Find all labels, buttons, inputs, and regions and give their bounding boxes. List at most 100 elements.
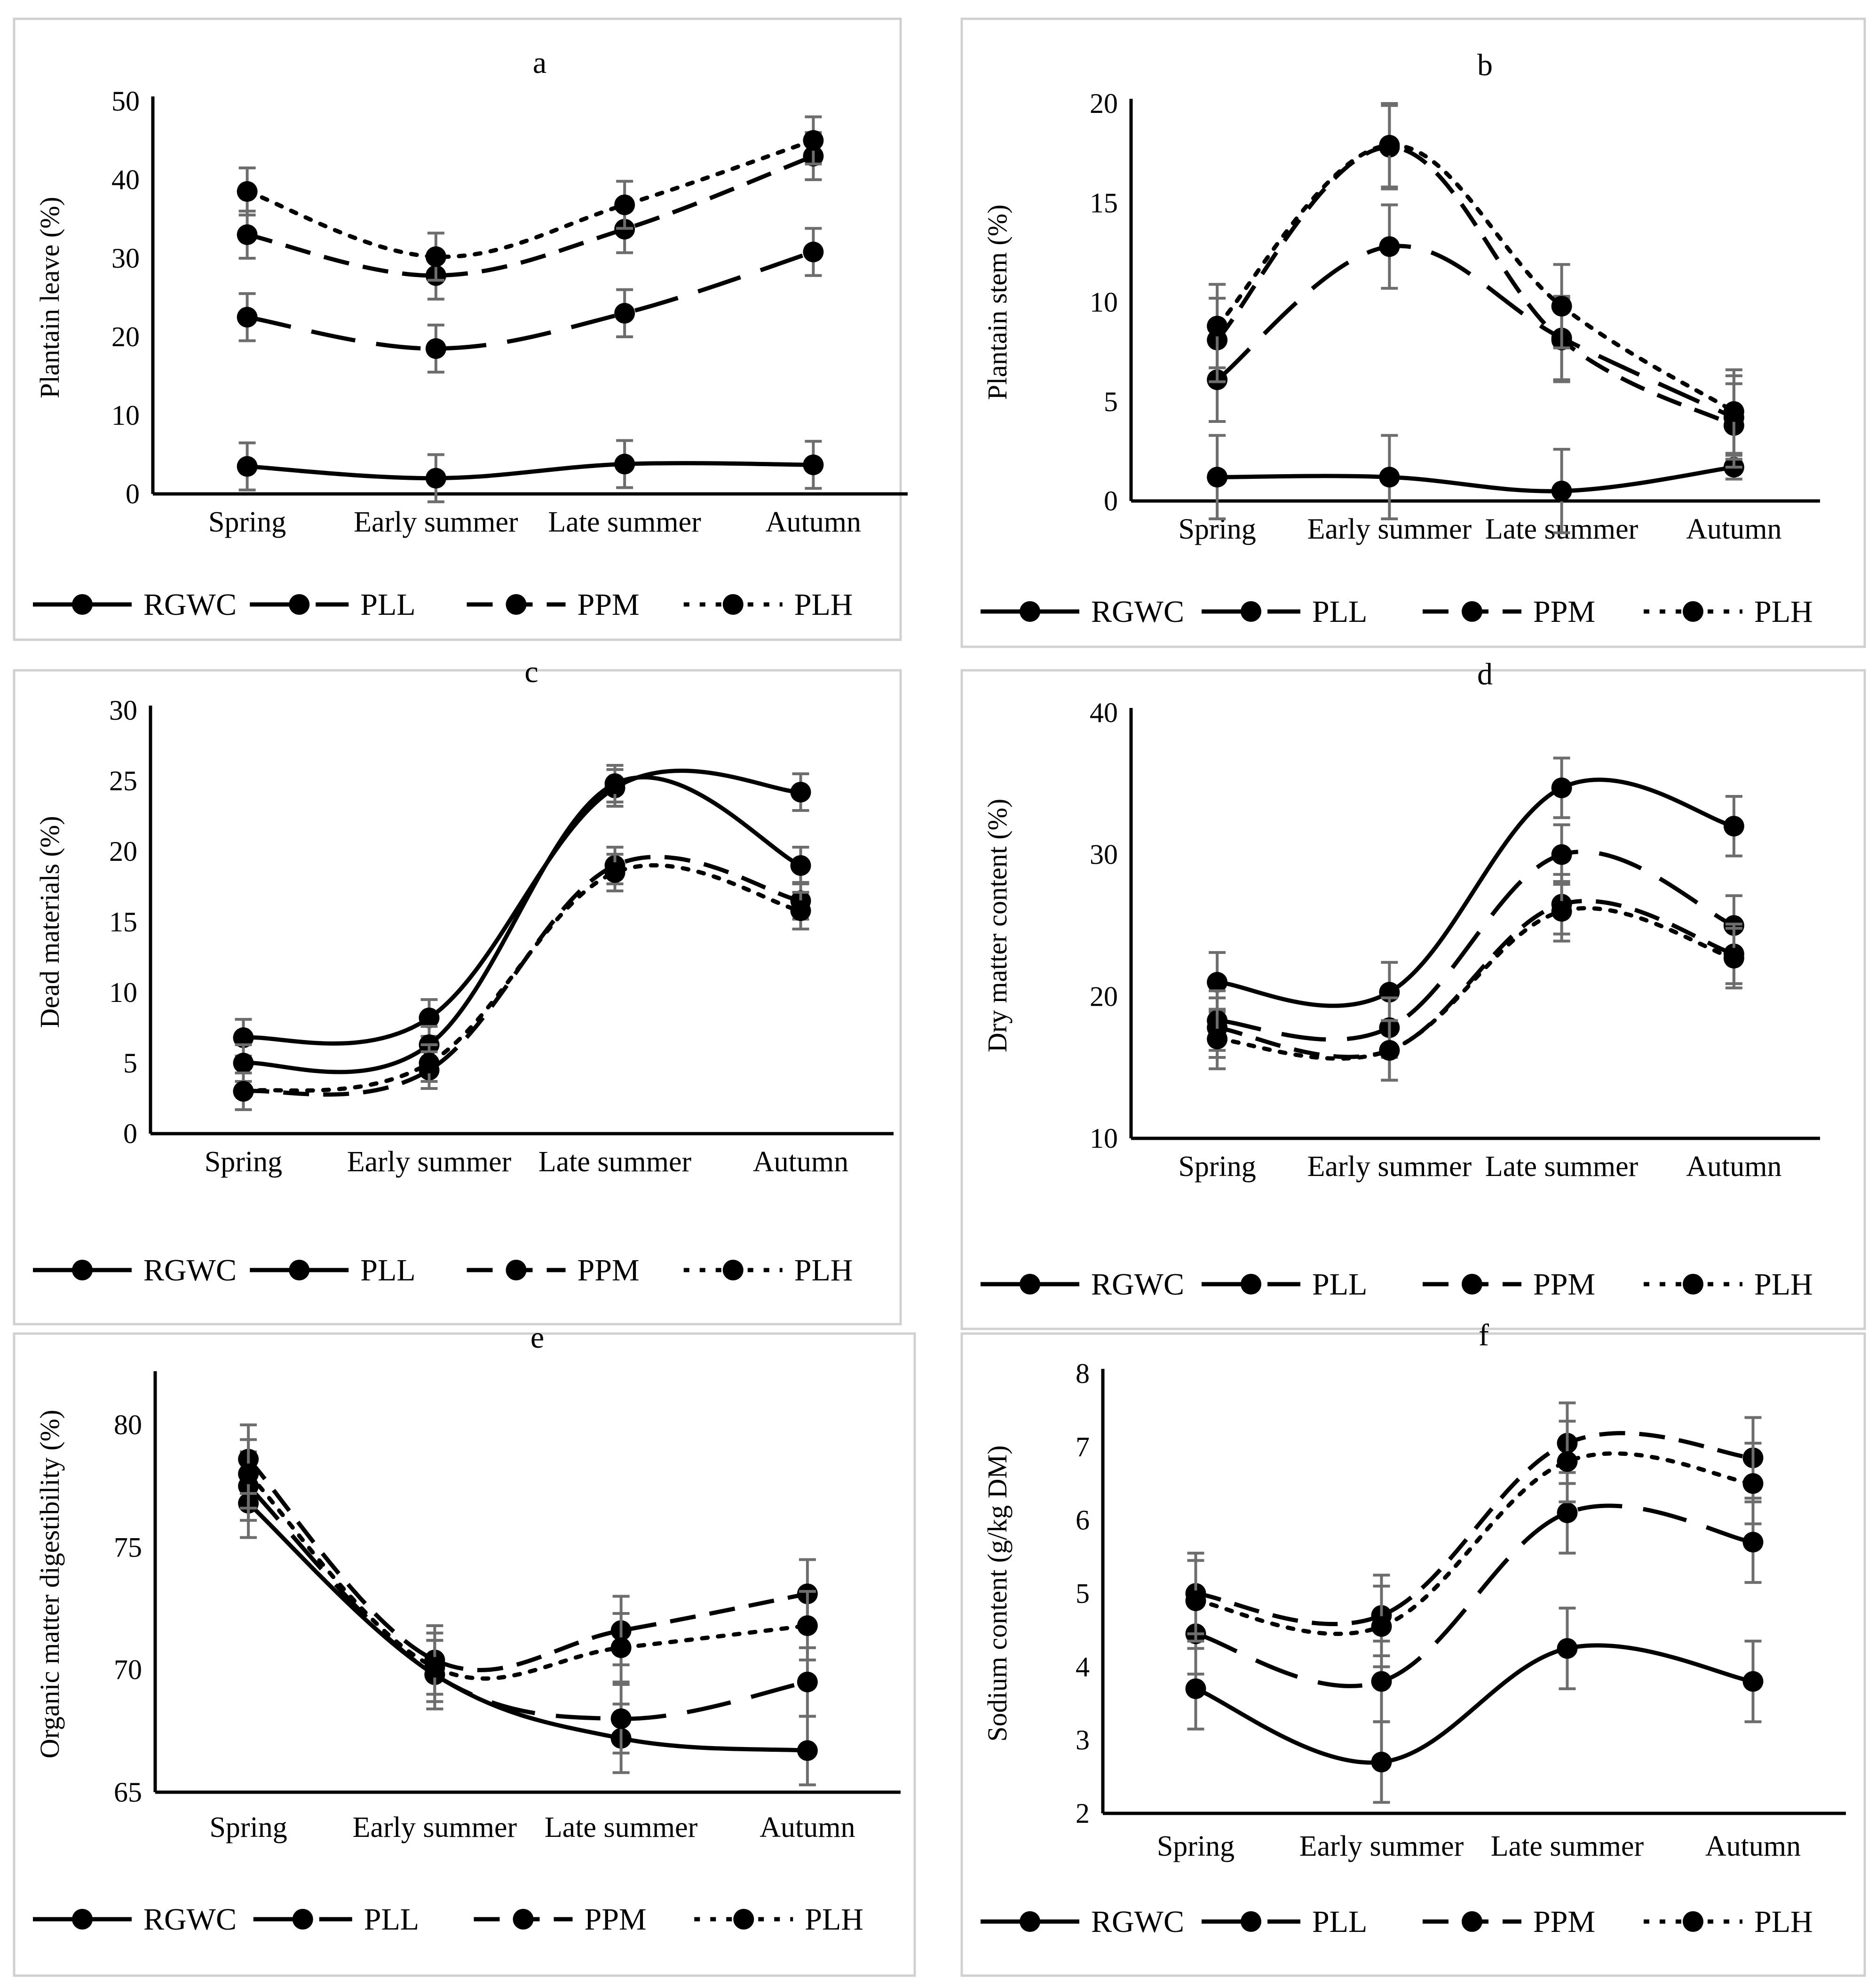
x-tick-label: Late summer [548,506,701,538]
series-line [1215,143,1736,414]
x-tick-label: Autumn [766,506,861,538]
data-point [614,302,635,324]
series-line [1194,1451,1755,1636]
legend-marker [1020,601,1040,622]
data-point [797,1615,818,1636]
y-tick-label: 10 [111,400,140,431]
series-line [246,250,814,351]
x-tick-label: Late summer [545,1811,698,1843]
data-point [238,1463,259,1485]
data-point [1551,844,1572,865]
legend-label: RGWC [143,1902,237,1937]
legend-marker [1462,1911,1482,1932]
legend-label: PPM [1533,595,1595,629]
legend-marker [722,594,744,615]
legend-marker [1683,1274,1703,1295]
x-tick-label: Spring [205,1146,282,1178]
data-point [1371,1616,1392,1637]
panel-frame [960,669,1866,1330]
legend-marker [1462,1274,1482,1295]
series-PLL [237,227,824,374]
y-tick-label: 50 [111,86,140,117]
y-tick-label: 20 [1090,981,1118,1012]
legend-marker [289,1260,310,1280]
data-point [237,224,258,245]
series-PLH [237,115,824,282]
data-point [1379,467,1400,488]
data-point [1551,777,1572,798]
panel-title: c [524,655,538,689]
x-tick-label: Early summer [1307,1151,1472,1183]
y-tick-label: 75 [114,1532,142,1563]
data-point [425,246,446,267]
y-tick-label: 0 [126,478,140,509]
legend-label: RGWC [1091,595,1184,629]
series-line [247,1501,808,1753]
y-tick-label: 3 [1076,1724,1090,1756]
data-point [604,773,625,794]
data-point [1557,1451,1578,1472]
series-line [246,1457,808,1672]
series-line [247,461,814,481]
data-point [1742,1473,1764,1494]
series-PLH [1185,1420,1764,1668]
legend-label: PPM [585,1902,647,1937]
data-point [610,1637,632,1658]
data-point [233,1053,254,1073]
data-point [1742,1532,1764,1553]
legend-label: PLL [1312,1905,1367,1939]
y-tick-label: 30 [111,243,140,274]
legend-marker [72,1909,93,1930]
data-point [425,338,446,359]
data-point [1723,947,1744,969]
data-point [790,855,811,876]
legend-label: PLL [1312,595,1367,629]
legend-label: PLL [1312,1267,1367,1302]
legend-label: RGWC [143,1253,237,1287]
legend-marker [1683,1911,1703,1932]
data-point [1551,480,1572,501]
legend-label: PLH [1754,595,1813,629]
data-point [425,468,446,489]
x-tick-label: Early summer [1299,1830,1464,1862]
legend-label: PLH [805,1902,863,1937]
legend-label: RGWC [1091,1267,1184,1302]
data-point [1557,1502,1578,1524]
y-axis-label: Sodium content (g/kg DM) [982,1446,1013,1742]
panel-title: d [1477,657,1493,691]
series-line [246,154,815,278]
legend-marker [1241,1274,1261,1295]
chart-panel-f: 2 3 4 5 6 7 8 Spring Early summer Late summer Autu… [960,1318,1866,1977]
panel-title: e [530,1320,544,1355]
legend-marker [1462,601,1482,622]
data-point [803,241,824,262]
series-line [243,768,801,1046]
y-tick-label: 2 [1076,1798,1090,1829]
legend-marker [1241,601,1261,622]
data-point [1379,236,1400,257]
x-tick-label: Late summer [538,1146,692,1178]
legend-label: PLL [364,1902,419,1937]
legend-marker [722,1260,744,1280]
series-line [1195,1643,1754,1765]
y-tick-label: 4 [1076,1651,1090,1682]
x-tick-label: Spring [209,1811,287,1843]
legend-marker [1683,601,1703,622]
series-line [1195,1503,1754,1688]
y-axis-label: Plantain leave (%) [34,197,65,398]
legend-marker [1020,1911,1040,1932]
panel-title: f [1479,1318,1489,1352]
data-point [790,900,811,921]
series-line [245,138,815,259]
data-point [790,782,811,802]
y-axis-label: Dead materials (%) [34,816,65,1028]
y-tick-label: 30 [109,695,137,726]
series-PLH [1207,102,1744,455]
data-point [614,194,635,215]
data-point [1723,401,1744,422]
legend-label: PLL [360,1253,415,1287]
y-tick-label: 40 [111,164,140,195]
legend: RGWC PLL PPM PLH [981,1267,1813,1302]
data-point [803,130,824,151]
y-tick-label: 80 [114,1409,142,1440]
